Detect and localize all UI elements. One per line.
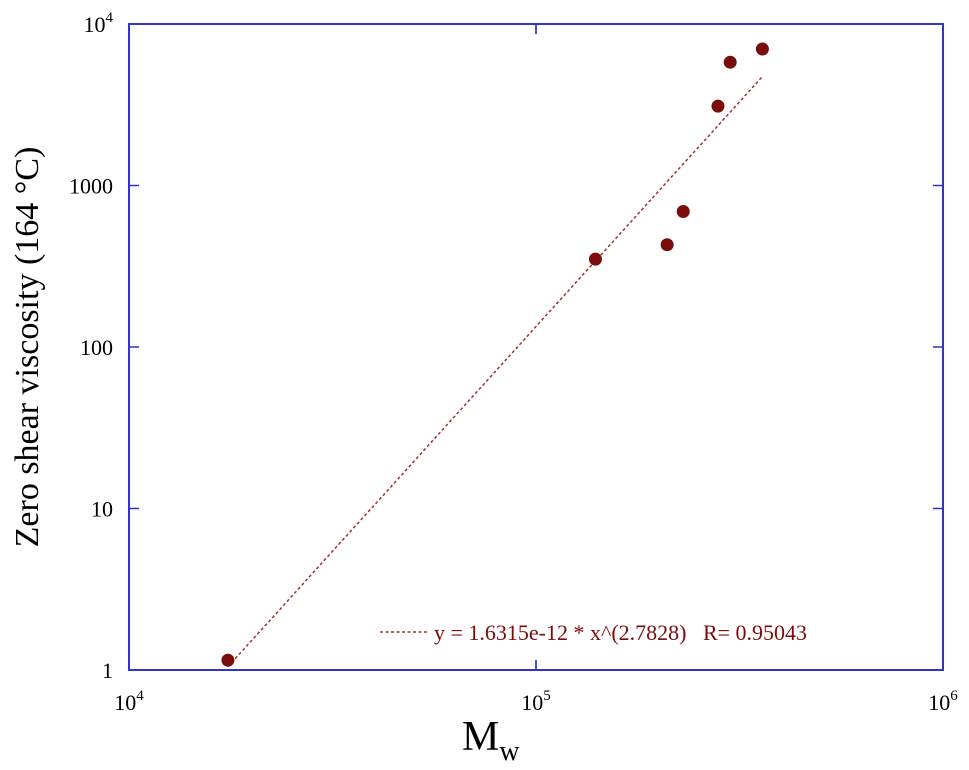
x-axis-title-main: M xyxy=(462,714,499,760)
y-tick-label: 10 xyxy=(91,497,113,522)
y-axis-title: Zero shear viscosity (164 °C) xyxy=(9,147,46,548)
data-points xyxy=(221,42,769,667)
x-tick-label-exp: 6 xyxy=(950,688,958,704)
data-point xyxy=(660,238,674,252)
plot-frame xyxy=(128,23,944,671)
x-tick-label: 105 xyxy=(521,688,551,715)
y-tick-label: 104 xyxy=(84,10,114,37)
y-tick-label: 1000 xyxy=(69,174,113,199)
x-tick-label-exp: 4 xyxy=(136,688,144,704)
x-tick-label-exp: 5 xyxy=(543,688,551,704)
x-tick-label-base: 10 xyxy=(521,690,543,715)
data-point xyxy=(588,252,602,266)
data-point xyxy=(676,205,690,219)
x-tick-label-base: 10 xyxy=(114,690,136,715)
legend: y = 1.6315e-12 * x^(2.7828) R= 0.95043 xyxy=(380,620,807,645)
x-tick-label-base: 10 xyxy=(928,690,950,715)
y-tick-label: 100 xyxy=(80,335,113,360)
y-tick-label-exp: 4 xyxy=(106,10,114,26)
data-point xyxy=(755,42,769,56)
fit-line xyxy=(227,75,763,668)
x-tick-label: 106 xyxy=(928,688,958,715)
data-point xyxy=(221,653,235,667)
y-tick-label-base: 10 xyxy=(84,12,106,37)
x-axis-title-sub: w xyxy=(499,736,520,767)
data-point xyxy=(723,55,737,69)
x-axis-title: Mw xyxy=(462,714,520,767)
data-point xyxy=(711,99,725,113)
y-tick-label: 1 xyxy=(102,658,113,683)
x-tick-label: 104 xyxy=(114,688,144,715)
axis-ticks xyxy=(128,24,943,670)
legend-text: y = 1.6315e-12 * x^(2.7828) R= 0.95043 xyxy=(434,620,807,645)
